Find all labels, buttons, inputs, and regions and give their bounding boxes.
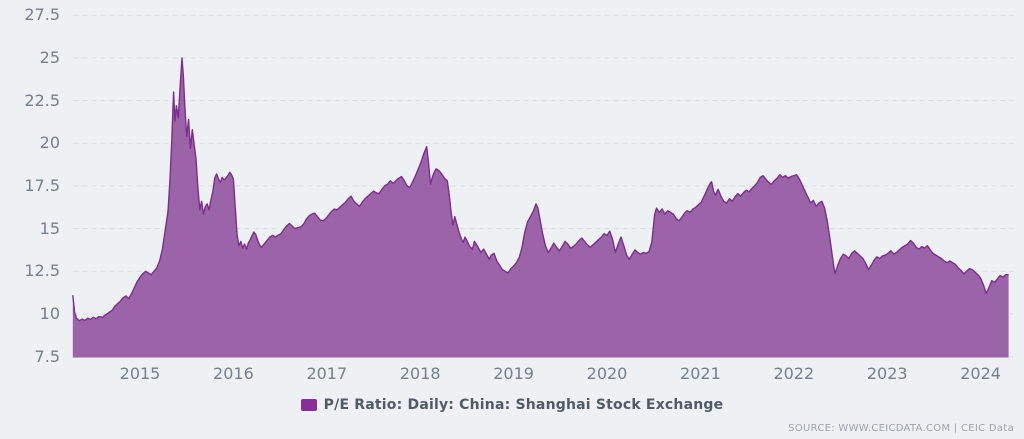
x-axis-tick-label: 2020 bbox=[586, 364, 628, 383]
x-axis-tick-label: 2015 bbox=[119, 364, 161, 383]
x-axis-tick-label: 2019 bbox=[493, 364, 534, 383]
x-axis-tick-label: 2017 bbox=[306, 364, 348, 383]
y-axis-tick-label: 25 bbox=[39, 47, 60, 67]
series-area bbox=[72, 57, 1009, 358]
y-axis-tick-label: 17.5 bbox=[24, 175, 60, 195]
series-line bbox=[72, 57, 1009, 322]
x-axis-tick-label: 2016 bbox=[213, 364, 254, 383]
x-axis-tick-label: 2024 bbox=[960, 364, 1001, 383]
legend-swatch-icon bbox=[300, 399, 317, 411]
x-axis-tick-label: 2022 bbox=[773, 364, 815, 383]
x-axis-tick-label: 2018 bbox=[399, 364, 441, 383]
source-attribution: SOURCE: WWW.CEICDATA.COM | CEIC Data bbox=[788, 423, 1014, 434]
y-axis-tick-label: 27.5 bbox=[24, 5, 60, 25]
y-axis-tick-label: 20 bbox=[39, 133, 60, 153]
y-axis-tick-label: 22.5 bbox=[24, 90, 60, 110]
y-axis-tick-label: 10 bbox=[39, 303, 60, 323]
legend[interactable]: P/E Ratio: Daily: China: Shanghai Stock … bbox=[0, 397, 1024, 413]
y-axis-tick-label: 12.5 bbox=[24, 261, 60, 281]
x-axis-tick-label: 2021 bbox=[680, 364, 721, 383]
legend-label: P/E Ratio: Daily: China: Shanghai Stock … bbox=[323, 397, 724, 413]
y-axis-tick-label: 15 bbox=[39, 218, 60, 238]
x-axis-tick-label: 2023 bbox=[866, 364, 908, 383]
y-axis-tick-label: 7.5 bbox=[34, 346, 60, 366]
